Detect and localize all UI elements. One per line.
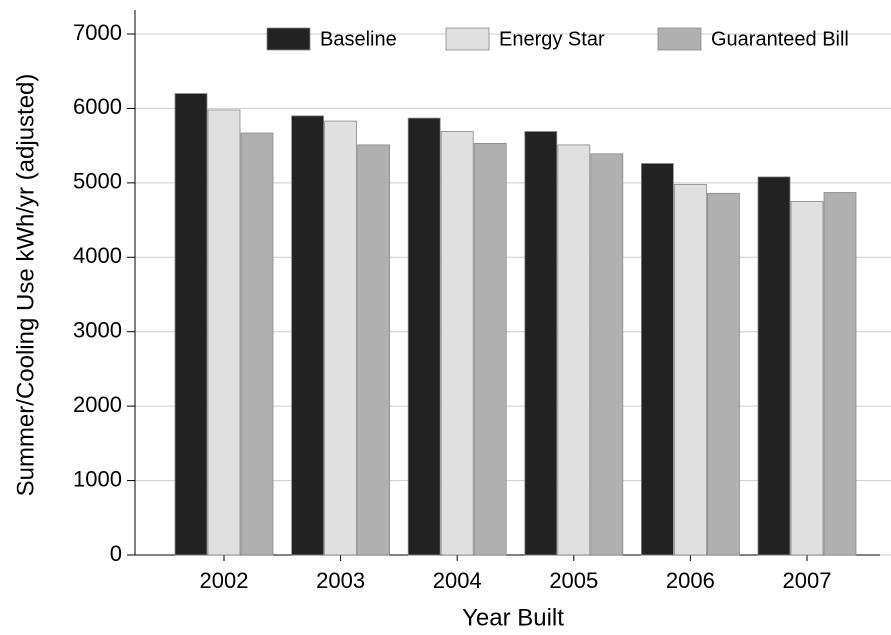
bar [590, 153, 624, 556]
legend-swatch [657, 27, 702, 51]
y-tick-label: 7000 [73, 20, 122, 45]
y-tick-label: 4000 [73, 243, 122, 268]
x-tick-label: 2007 [783, 568, 832, 593]
legend-swatch [266, 27, 311, 51]
x-tick-label: 2002 [200, 568, 249, 593]
legend-label: Energy Star [499, 28, 605, 50]
x-tick-label: 2003 [316, 568, 365, 593]
bar [174, 93, 208, 556]
y-tick-label: 3000 [73, 318, 122, 343]
bar [674, 183, 707, 556]
bar [524, 131, 558, 556]
legend-label: Baseline [320, 28, 397, 50]
bar [790, 201, 824, 556]
bar [707, 192, 740, 556]
bar [240, 132, 274, 556]
bar [291, 115, 325, 556]
bar [407, 117, 441, 556]
bar [357, 144, 391, 556]
y-tick-label: 0 [110, 541, 122, 566]
y-tick-label: 1000 [73, 466, 122, 491]
bar [823, 192, 857, 556]
x-tick-label: 2005 [549, 568, 598, 593]
legend-label: Guaranteed Bill [711, 28, 849, 50]
y-axis-title: Summer/Cooling Use kWh/yr (adjusted) [12, 74, 39, 497]
bar [641, 163, 674, 556]
x-tick-label: 2006 [666, 568, 715, 593]
legend-swatch [445, 27, 490, 51]
bar [473, 143, 507, 556]
x-tick-label: 2004 [433, 568, 482, 593]
y-tick-label: 6000 [73, 94, 122, 119]
x-axis-title: Year Built [462, 604, 564, 631]
y-tick-label: 5000 [73, 169, 122, 194]
bar [324, 120, 358, 556]
bar [557, 144, 591, 556]
bar [207, 109, 241, 556]
bar [440, 131, 474, 556]
y-tick-label: 2000 [73, 392, 122, 417]
bar [757, 176, 791, 556]
